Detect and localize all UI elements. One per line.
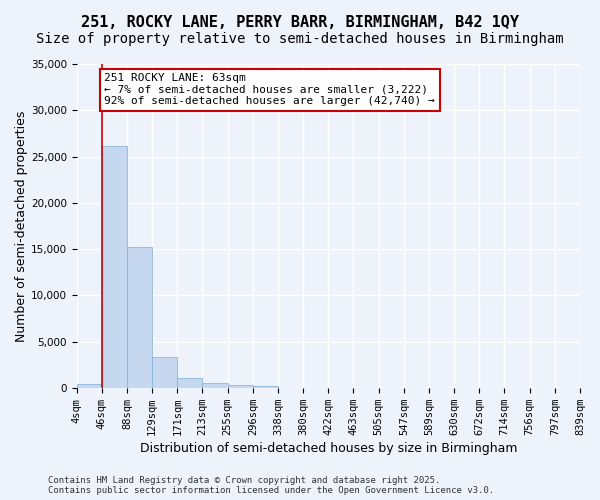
Bar [253,386,278,388]
Bar [152,358,178,388]
Text: 251, ROCKY LANE, PERRY BARR, BIRMINGHAM, B42 1QY: 251, ROCKY LANE, PERRY BARR, BIRMINGHAM,… [81,15,519,30]
Text: 251 ROCKY LANE: 63sqm
← 7% of semi-detached houses are smaller (3,222)
92% of se: 251 ROCKY LANE: 63sqm ← 7% of semi-detac… [104,74,435,106]
Bar [178,378,202,388]
Bar [77,384,102,388]
X-axis label: Distribution of semi-detached houses by size in Birmingham: Distribution of semi-detached houses by … [140,442,517,455]
Bar [227,384,253,388]
Text: Contains HM Land Registry data © Crown copyright and database right 2025.
Contai: Contains HM Land Registry data © Crown c… [48,476,494,495]
Bar [202,382,227,388]
Bar [127,247,152,388]
Text: Size of property relative to semi-detached houses in Birmingham: Size of property relative to semi-detach… [36,32,564,46]
Bar [102,146,127,388]
Y-axis label: Number of semi-detached properties: Number of semi-detached properties [15,110,28,342]
